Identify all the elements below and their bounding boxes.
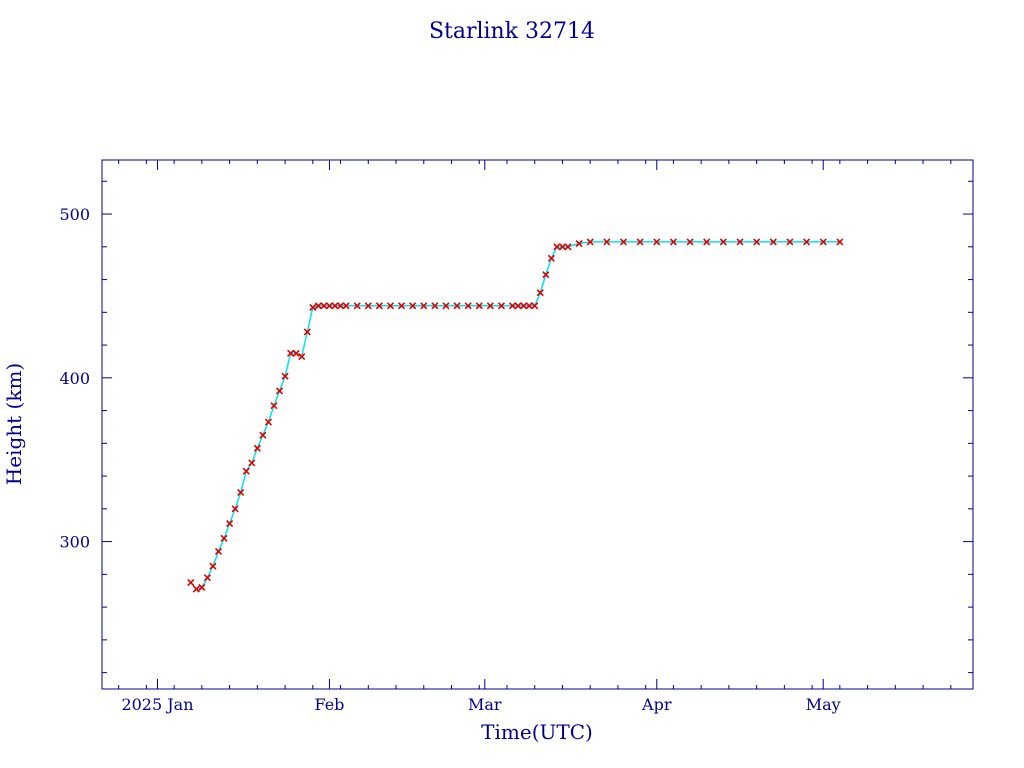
data-point bbox=[264, 418, 272, 426]
data-point bbox=[719, 238, 727, 246]
height-track-line bbox=[190, 241, 840, 590]
data-point bbox=[769, 238, 777, 246]
data-point bbox=[836, 238, 844, 246]
data-point bbox=[298, 352, 306, 361]
data-point bbox=[636, 238, 644, 246]
data-point bbox=[231, 505, 239, 513]
y-tick-label: 300 bbox=[59, 533, 90, 552]
data-point bbox=[558, 243, 567, 251]
data-point bbox=[226, 520, 234, 528]
data-point bbox=[586, 238, 594, 246]
data-point bbox=[203, 574, 211, 582]
data-point bbox=[270, 402, 278, 410]
data-point bbox=[653, 238, 661, 246]
data-point bbox=[536, 289, 544, 297]
data-point bbox=[669, 238, 677, 246]
data-point bbox=[209, 562, 217, 570]
x-tick-labels: 2025 Jan Feb Mar Apr May bbox=[121, 695, 840, 714]
data-point bbox=[431, 302, 439, 310]
x-tick-label: Apr bbox=[641, 695, 672, 714]
data-point bbox=[386, 302, 395, 310]
axis-ticks bbox=[102, 160, 973, 689]
data-point bbox=[525, 302, 533, 310]
data-point bbox=[703, 238, 711, 246]
data-point bbox=[547, 254, 555, 262]
data-point bbox=[553, 243, 561, 251]
x-tick-label: Mar bbox=[468, 695, 502, 714]
data-point bbox=[564, 243, 572, 251]
data-point bbox=[486, 302, 494, 310]
data-point bbox=[220, 534, 228, 542]
data-point bbox=[303, 328, 311, 336]
data-point bbox=[803, 238, 811, 246]
data-point bbox=[275, 387, 284, 395]
x-tick-label: Feb bbox=[314, 695, 344, 714]
data-point bbox=[187, 578, 195, 587]
data-point bbox=[497, 302, 506, 310]
data-point bbox=[520, 302, 528, 310]
data-point bbox=[409, 302, 417, 310]
data-point bbox=[336, 302, 345, 310]
data-point bbox=[281, 372, 289, 380]
data-point bbox=[259, 431, 267, 439]
data-point bbox=[292, 349, 300, 357]
data-point bbox=[214, 547, 223, 555]
data-point bbox=[442, 302, 450, 310]
plot-frame bbox=[101, 159, 974, 690]
data-points bbox=[187, 238, 844, 593]
data-point bbox=[364, 302, 372, 310]
data-point bbox=[198, 583, 206, 592]
data-point bbox=[237, 488, 245, 497]
data-point bbox=[475, 302, 483, 310]
data-point bbox=[342, 302, 350, 310]
data-point bbox=[575, 239, 583, 248]
x-axis-label: Time(UTC) bbox=[481, 720, 593, 744]
data-point bbox=[786, 238, 794, 246]
data-point bbox=[453, 302, 461, 310]
data-point bbox=[309, 303, 317, 311]
y-tick-labels: 300 400 500 bbox=[59, 205, 90, 552]
x-tick-label: May bbox=[806, 695, 841, 714]
x-tick-label: 2025 Jan bbox=[121, 695, 193, 714]
data-point bbox=[253, 444, 261, 452]
data-point bbox=[398, 302, 406, 310]
data-point bbox=[325, 302, 334, 310]
data-point bbox=[603, 238, 611, 246]
data-point bbox=[531, 302, 539, 310]
data-point bbox=[192, 585, 200, 593]
data-point bbox=[686, 238, 694, 246]
data-point bbox=[314, 302, 322, 310]
data-point bbox=[619, 238, 628, 246]
y-tick-label: 400 bbox=[59, 369, 90, 388]
data-point bbox=[287, 349, 295, 357]
data-point bbox=[375, 302, 383, 310]
data-point bbox=[420, 302, 428, 310]
data-point bbox=[542, 271, 550, 279]
data-point bbox=[753, 238, 761, 246]
y-axis-label: Height (km) bbox=[2, 363, 26, 485]
data-point bbox=[514, 302, 522, 310]
data-point bbox=[736, 238, 744, 246]
data-point bbox=[331, 302, 339, 310]
data-point bbox=[464, 302, 472, 310]
chart-title: Starlink 32714 bbox=[429, 19, 595, 44]
data-point bbox=[353, 302, 361, 310]
y-tick-label: 500 bbox=[59, 205, 90, 224]
data-point bbox=[242, 467, 250, 475]
data-point bbox=[320, 302, 328, 310]
data-point bbox=[248, 459, 256, 467]
data-point bbox=[819, 238, 827, 246]
data-point bbox=[508, 302, 517, 310]
